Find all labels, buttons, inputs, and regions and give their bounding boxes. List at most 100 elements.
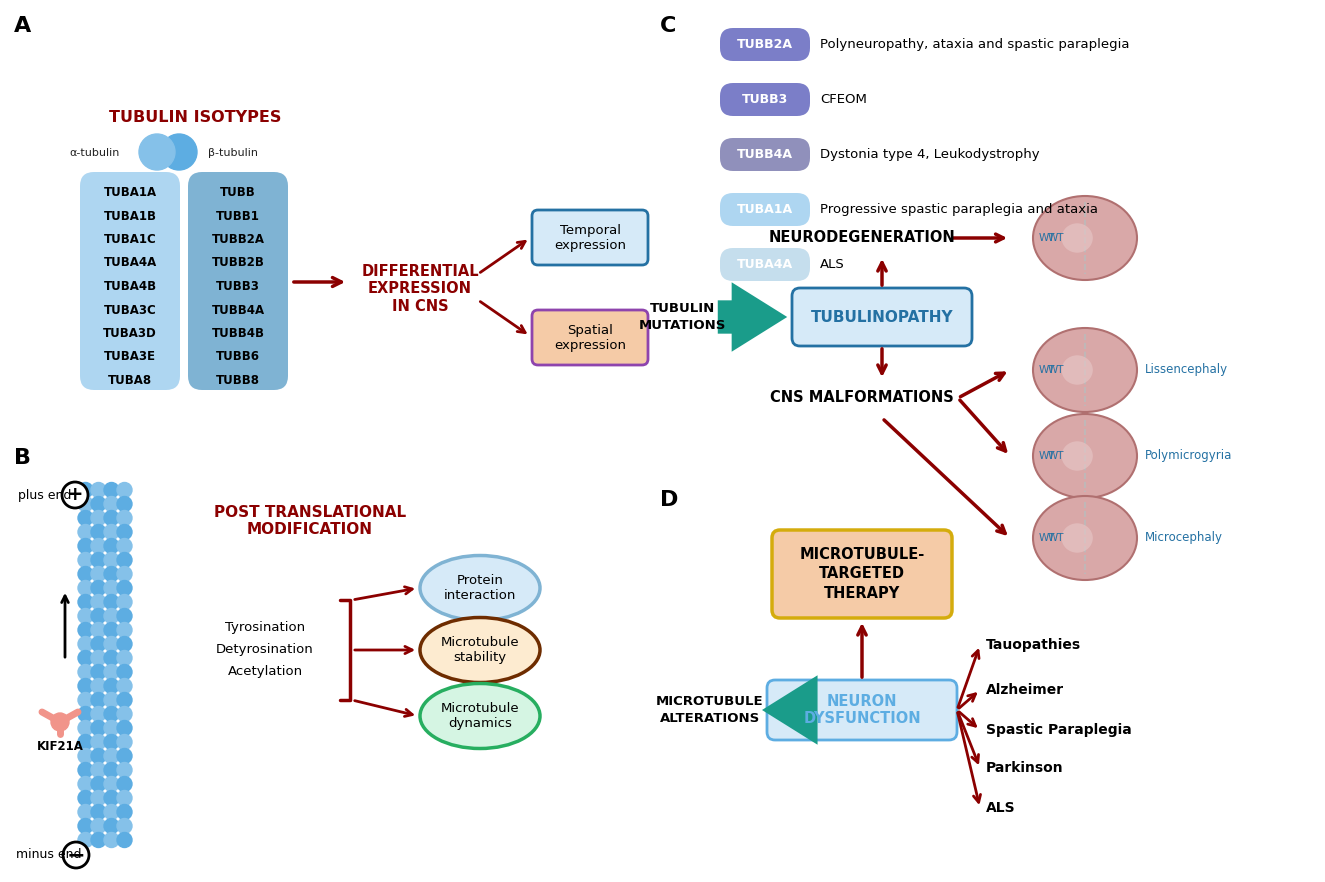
FancyBboxPatch shape xyxy=(719,28,810,61)
Circle shape xyxy=(117,511,132,526)
Circle shape xyxy=(64,842,89,868)
Circle shape xyxy=(103,692,119,707)
Circle shape xyxy=(78,790,93,805)
Ellipse shape xyxy=(1061,523,1093,553)
Text: TUBULIN ISOTYPES: TUBULIN ISOTYPES xyxy=(109,110,281,125)
Circle shape xyxy=(91,763,106,778)
Circle shape xyxy=(103,580,119,595)
Text: B: B xyxy=(15,448,30,468)
Ellipse shape xyxy=(1034,414,1137,498)
Circle shape xyxy=(117,539,132,554)
Text: TUBA1A: TUBA1A xyxy=(103,186,156,199)
Circle shape xyxy=(78,664,93,679)
Circle shape xyxy=(78,594,93,609)
Text: TUBA1B: TUBA1B xyxy=(103,210,156,222)
Circle shape xyxy=(78,804,93,819)
Ellipse shape xyxy=(1034,496,1137,580)
Circle shape xyxy=(91,525,106,540)
Circle shape xyxy=(117,497,132,512)
FancyBboxPatch shape xyxy=(767,680,957,740)
Circle shape xyxy=(91,749,106,764)
Circle shape xyxy=(91,790,106,805)
Text: Polyneuropathy, ataxia and spastic paraplegia: Polyneuropathy, ataxia and spastic parap… xyxy=(820,38,1129,51)
Circle shape xyxy=(117,721,132,736)
Circle shape xyxy=(103,721,119,736)
Text: TUBULINOPATHY: TUBULINOPATHY xyxy=(811,310,953,325)
Ellipse shape xyxy=(1034,328,1137,412)
Text: TUBB: TUBB xyxy=(220,186,256,199)
Text: NEURODEGENERATION: NEURODEGENERATION xyxy=(768,230,955,245)
Text: TUBA4A: TUBA4A xyxy=(103,257,156,270)
Circle shape xyxy=(91,511,106,526)
Circle shape xyxy=(103,833,119,848)
Text: ALS: ALS xyxy=(986,801,1016,815)
Circle shape xyxy=(78,735,93,750)
Circle shape xyxy=(117,580,132,595)
Circle shape xyxy=(91,776,106,791)
Text: D: D xyxy=(660,490,678,510)
Circle shape xyxy=(103,609,119,624)
Text: TUBB3: TUBB3 xyxy=(216,280,260,293)
Circle shape xyxy=(91,706,106,721)
Ellipse shape xyxy=(1061,441,1093,471)
Text: −: − xyxy=(66,845,85,865)
Text: CNS MALFORMATIONS: CNS MALFORMATIONS xyxy=(770,391,954,406)
Circle shape xyxy=(91,580,106,595)
Text: WT: WT xyxy=(1039,365,1055,375)
Text: NEURON
DYSFUNCTION: NEURON DYSFUNCTION xyxy=(803,694,921,726)
Circle shape xyxy=(117,525,132,540)
Circle shape xyxy=(103,818,119,833)
Text: TUBB4B: TUBB4B xyxy=(212,327,265,340)
Circle shape xyxy=(103,566,119,581)
Circle shape xyxy=(117,623,132,638)
Circle shape xyxy=(78,609,93,624)
Text: TUBB4A: TUBB4A xyxy=(212,303,265,317)
Text: TUBB2A: TUBB2A xyxy=(737,38,792,51)
Circle shape xyxy=(78,706,93,721)
Text: WT: WT xyxy=(1039,233,1055,243)
Text: Alzheimer: Alzheimer xyxy=(986,683,1064,697)
FancyBboxPatch shape xyxy=(533,310,648,365)
Text: TUBA8: TUBA8 xyxy=(107,374,152,387)
Circle shape xyxy=(78,525,93,540)
Text: Spatial
expression: Spatial expression xyxy=(554,324,625,352)
Circle shape xyxy=(78,566,93,581)
Circle shape xyxy=(117,763,132,778)
Circle shape xyxy=(117,678,132,693)
Circle shape xyxy=(78,651,93,666)
Text: WT: WT xyxy=(1039,451,1055,461)
Text: KIF21A: KIF21A xyxy=(37,740,83,753)
Circle shape xyxy=(117,637,132,652)
Ellipse shape xyxy=(1061,355,1093,385)
Circle shape xyxy=(91,721,106,736)
Circle shape xyxy=(117,594,132,609)
Circle shape xyxy=(78,482,93,497)
Circle shape xyxy=(117,706,132,721)
Circle shape xyxy=(117,749,132,764)
Circle shape xyxy=(62,482,87,508)
Circle shape xyxy=(78,623,93,638)
Text: TUBA1A: TUBA1A xyxy=(737,203,794,216)
Text: TUBB8: TUBB8 xyxy=(216,374,260,387)
Text: Protein
interaction: Protein interaction xyxy=(444,574,517,602)
Circle shape xyxy=(78,763,93,778)
Text: Polymicrogyria: Polymicrogyria xyxy=(1145,450,1232,462)
Circle shape xyxy=(91,735,106,750)
Circle shape xyxy=(78,637,93,652)
Circle shape xyxy=(50,713,69,731)
Text: DIFFERENTIAL
EXPRESSION
IN CNS: DIFFERENTIAL EXPRESSION IN CNS xyxy=(362,264,478,314)
Circle shape xyxy=(78,580,93,595)
Text: WT: WT xyxy=(1039,533,1055,543)
Circle shape xyxy=(117,833,132,848)
Text: WT: WT xyxy=(1048,451,1065,461)
Text: TUBB2B: TUBB2B xyxy=(212,257,265,270)
Text: Lissencephaly: Lissencephaly xyxy=(1145,363,1228,377)
Circle shape xyxy=(103,539,119,554)
Circle shape xyxy=(78,749,93,764)
Circle shape xyxy=(91,566,106,581)
Circle shape xyxy=(117,664,132,679)
Text: Microcephaly: Microcephaly xyxy=(1145,532,1223,544)
FancyBboxPatch shape xyxy=(533,210,648,265)
Text: TUBB1: TUBB1 xyxy=(216,210,260,222)
Circle shape xyxy=(91,804,106,819)
